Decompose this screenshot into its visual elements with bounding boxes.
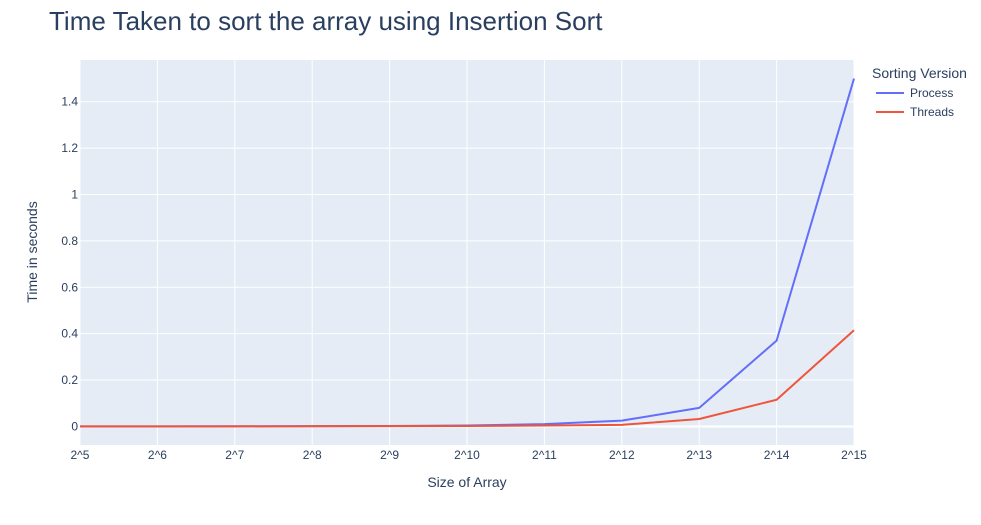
y-tick-labels: 0 0.2 0.4 0.6 0.8 1 1.2 1.4	[61, 95, 78, 434]
series-lines	[79, 78, 855, 428]
y-tick-label: 1.2	[61, 141, 78, 155]
legend-items: Process Threads	[876, 86, 954, 119]
legend-label: Threads	[910, 105, 954, 119]
x-tick-label: 2^15	[841, 448, 867, 462]
x-tick-label: 2^12	[609, 448, 635, 462]
series-line-threads	[79, 329, 855, 428]
y-tick-label: 1	[71, 188, 78, 202]
x-tick-label: 2^11	[532, 448, 557, 462]
x-tick-label: 2^5	[71, 448, 90, 462]
y-tick-label: 0.6	[61, 280, 78, 294]
legend-title: Sorting Version	[872, 65, 967, 81]
y-tick-label: 0.2	[61, 373, 78, 387]
x-axis-title: Size of Array	[427, 474, 506, 490]
y-tick-label: 0.8	[61, 234, 78, 248]
y-tick-label: 1.4	[61, 95, 78, 109]
x-gridlines	[79, 60, 855, 445]
y-axis-title: Time in seconds	[24, 201, 40, 302]
y-tick-label: 0.4	[61, 327, 78, 341]
y-tick-label: 0	[71, 419, 78, 433]
x-tick-label: 2^10	[454, 448, 480, 462]
x-tick-labels: 2^5 2^6 2^7 2^8 2^9 2^10 2^11 2^12 2^13 2^14 2^15	[71, 448, 868, 462]
chart-title: Time Taken to sort the array using Inser…	[49, 6, 603, 36]
legend: Sorting Version Process Threads	[872, 65, 967, 119]
x-tick-label: 2^8	[303, 448, 322, 462]
x-tick-label: 2^14	[764, 448, 790, 462]
legend-label: Process	[910, 86, 953, 100]
x-tick-label: 2^7	[225, 448, 244, 462]
x-tick-label: 2^13	[686, 448, 712, 462]
x-tick-label: 2^6	[148, 448, 167, 462]
x-tick-label: 2^9	[380, 448, 399, 462]
